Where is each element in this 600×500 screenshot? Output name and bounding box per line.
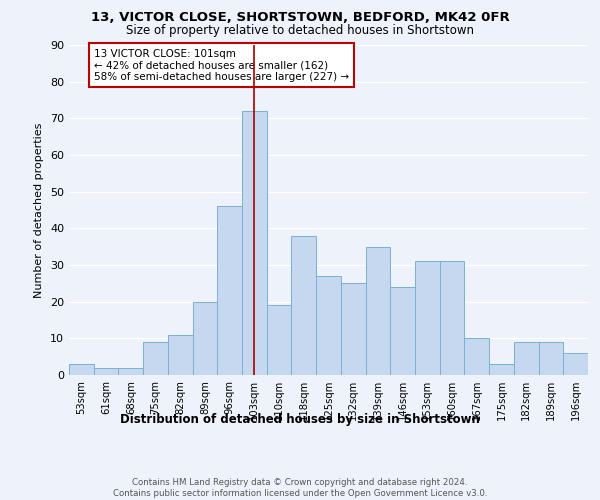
Bar [539, 342, 563, 375]
Text: 13, VICTOR CLOSE, SHORTSTOWN, BEDFORD, MK42 0FR: 13, VICTOR CLOSE, SHORTSTOWN, BEDFORD, M… [91, 11, 509, 24]
Text: 13 VICTOR CLOSE: 101sqm
← 42% of detached houses are smaller (162)
58% of semi-d: 13 VICTOR CLOSE: 101sqm ← 42% of detache… [94, 48, 349, 82]
Bar [563, 353, 588, 375]
Bar [118, 368, 143, 375]
Bar [69, 364, 94, 375]
Bar [94, 368, 118, 375]
Bar [415, 262, 440, 375]
Bar [217, 206, 242, 375]
Bar [514, 342, 539, 375]
Y-axis label: Number of detached properties: Number of detached properties [34, 122, 44, 298]
Text: Distribution of detached houses by size in Shortstown: Distribution of detached houses by size … [120, 412, 480, 426]
Bar [292, 236, 316, 375]
Bar [193, 302, 217, 375]
Bar [390, 287, 415, 375]
Text: Contains HM Land Registry data © Crown copyright and database right 2024.
Contai: Contains HM Land Registry data © Crown c… [113, 478, 487, 498]
Bar [143, 342, 168, 375]
Bar [316, 276, 341, 375]
Bar [168, 334, 193, 375]
Bar [365, 246, 390, 375]
Bar [440, 262, 464, 375]
Bar [267, 306, 292, 375]
Bar [489, 364, 514, 375]
Text: Size of property relative to detached houses in Shortstown: Size of property relative to detached ho… [126, 24, 474, 37]
Bar [242, 111, 267, 375]
Bar [341, 284, 365, 375]
Bar [464, 338, 489, 375]
